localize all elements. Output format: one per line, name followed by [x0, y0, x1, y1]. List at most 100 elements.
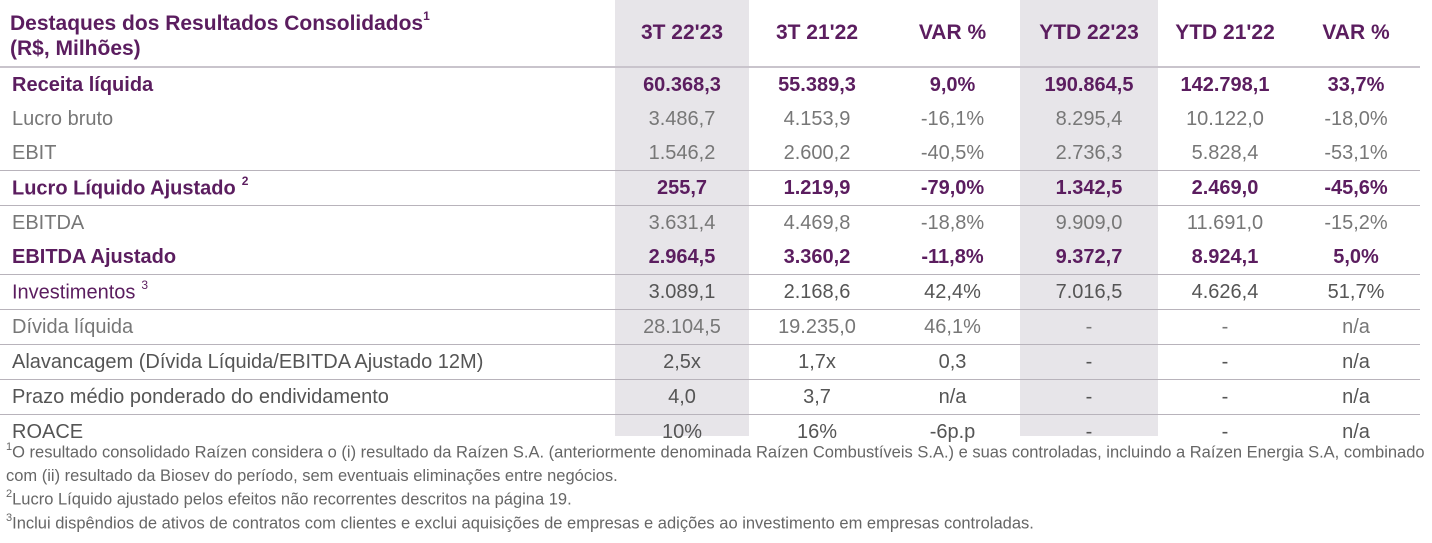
table-cell: 8.924,1 — [1158, 240, 1292, 275]
table-row: EBITDA Ajustado 2.964,5 3.360,2 -11,8% 9.372… — [0, 240, 1420, 275]
row-label: Dívida líquida — [0, 309, 615, 345]
table-cell: n/a — [885, 379, 1020, 415]
table-cell: 0,3 — [885, 344, 1020, 380]
table-cell: 2.469,0 — [1158, 170, 1292, 206]
column-header: YTD 22'23 — [1020, 0, 1158, 68]
table-cell: 3.360,2 — [749, 240, 885, 275]
table-cell: -16,1% — [920, 107, 985, 130]
row-label: EBIT — [0, 136, 615, 171]
table-cell: 16% — [796, 420, 838, 443]
table-cell: 3,7 — [749, 379, 885, 415]
table-cell: 2.168,6 — [749, 274, 885, 310]
table-cell: - — [1158, 309, 1292, 345]
table-cell: 10.122,0 — [1186, 107, 1264, 130]
table-cell: -18,0% — [1324, 107, 1388, 130]
row-label: EBITDA — [12, 211, 85, 234]
table-cell: 9.909,0 — [1055, 211, 1123, 234]
results-table: Destaques dos Resultados Consolidados1 (… — [0, 0, 1420, 450]
table-cell: 4,0 — [615, 379, 749, 415]
row-label: ROACE — [12, 420, 84, 443]
table-cell: 1.219,9 — [749, 170, 885, 206]
row-label: Lucro Líquido Ajustado 2 — [0, 170, 615, 206]
table-cell: 4.626,4 — [1158, 274, 1292, 310]
table-cell: 3.631,4 — [648, 211, 716, 234]
footnote-3: 3Inclui dispêndios de ativos de contrato… — [6, 512, 1034, 533]
table-row: ROACE 10% 16% -6p.p - - n/a — [0, 415, 1420, 450]
column-header: VAR % — [885, 0, 1020, 68]
table-row: EBITDA 3.631,4 4.469,8 -18,8% 9.909,0 11.691,… — [0, 206, 1420, 241]
table-row: Receita líquida 60.368,3 55.389,3 9,0% 190.8… — [0, 67, 1420, 102]
table-cell: -6p.p — [929, 420, 976, 443]
table-cell: -11,8% — [885, 240, 1020, 275]
table-cell: - — [1158, 344, 1292, 380]
table-cell: 28.104,5 — [615, 309, 749, 345]
table-cell: 55.389,3 — [778, 73, 856, 96]
table-cell: 2.964,5 — [615, 240, 749, 275]
table-cell: 255,7 — [615, 170, 749, 206]
table-cell: -15,2% — [1324, 211, 1388, 234]
row-label: Prazo médio ponderado do endividamento — [0, 379, 615, 415]
table-title: Destaques dos Resultados Consolidados1 (… — [0, 0, 615, 68]
table-header-row: Destaques dos Resultados Consolidados1 (… — [0, 0, 1420, 68]
table-cell: - — [1221, 420, 1229, 443]
column-header: 3T 22'23 — [615, 0, 749, 68]
table-row: Alavancagem (Dívida Líquida/EBITDA Ajust… — [0, 344, 1420, 380]
row-label: Receita líquida — [12, 73, 154, 96]
table-cell: 10% — [661, 420, 703, 443]
table-cell: 4.469,8 — [783, 211, 851, 234]
row-label: Lucro bruto — [12, 107, 114, 130]
table-row: Investimentos 3 3.089,1 2.168,6 42,4% 7.016,5… — [0, 274, 1420, 310]
footnote-1: 1O resultado consolidado Raízen consider… — [6, 441, 1425, 485]
table-cell: -40,5% — [885, 136, 1020, 171]
table-cell: 7.016,5 — [1020, 274, 1158, 310]
table-cell: 190.864,5 — [1044, 73, 1134, 96]
table-cell: - — [1085, 420, 1093, 443]
table-row: Prazo médio ponderado do endividamento 4,… — [0, 379, 1420, 415]
table-cell: n/a — [1292, 309, 1420, 345]
footnote-2: 2Lucro Líquido ajustado pelos efeitos nã… — [6, 488, 572, 509]
table-cell: 60.368,3 — [643, 73, 721, 96]
table-cell: 2.600,2 — [749, 136, 885, 171]
table-cell: 1.546,2 — [615, 136, 749, 171]
table-row: Dívida líquida 28.104,5 19.235,0 46,1% - - n/a — [0, 309, 1420, 345]
table-cell: 9,0% — [929, 73, 976, 96]
table-cell: 3.089,1 — [615, 274, 749, 310]
table-cell: 33,7% — [1327, 73, 1385, 96]
table-row: Lucro Líquido Ajustado 2 255,7 1.219,9 -79,0… — [0, 170, 1420, 206]
table-cell: - — [1020, 379, 1158, 415]
table-row: Lucro bruto 3.486,7 4.153,9 -16,1% 8.295,4 10… — [0, 102, 1420, 136]
table-cell: 4.153,9 — [783, 107, 851, 130]
row-label: Investimentos 3 — [0, 274, 615, 310]
table-cell: 46,1% — [885, 309, 1020, 345]
table-cell: 5,0% — [1292, 240, 1420, 275]
table-cell: 3.486,7 — [648, 107, 716, 130]
table-cell: -79,0% — [885, 170, 1020, 206]
table-row: EBIT 1.546,2 2.600,2 -40,5% 2.736,3 5.828,4 -5… — [0, 136, 1420, 171]
table-cell: - — [1020, 309, 1158, 345]
table-cell: 142.798,1 — [1180, 73, 1270, 96]
table-cell: 9.372,7 — [1020, 240, 1158, 275]
table-cell: -45,6% — [1292, 170, 1420, 206]
table-cell: 42,4% — [885, 274, 1020, 310]
table-cell: 51,7% — [1292, 274, 1420, 310]
table-cell: 11.691,0 — [1186, 211, 1264, 234]
table-cell: -53,1% — [1292, 136, 1420, 171]
column-header: VAR % — [1292, 0, 1420, 68]
table-cell: 1.342,5 — [1020, 170, 1158, 206]
table-cell: 8.295,4 — [1055, 107, 1123, 130]
row-label: Alavancagem (Dívida Líquida/EBITDA Ajust… — [0, 344, 615, 380]
table-cell: 19.235,0 — [749, 309, 885, 345]
table-cell: n/a — [1292, 379, 1420, 415]
column-header: 3T 21'22 — [749, 0, 885, 68]
row-label: EBITDA Ajustado — [0, 240, 615, 275]
table-cell: n/a — [1342, 420, 1370, 443]
column-header: YTD 21'22 — [1158, 0, 1292, 68]
table-cell: 1,7x — [749, 344, 885, 380]
table-cell: 2.736,3 — [1020, 136, 1158, 171]
table-cell: 5.828,4 — [1158, 136, 1292, 171]
table-cell: - — [1020, 344, 1158, 380]
table-cell: 2,5x — [615, 344, 749, 380]
table-cell: n/a — [1292, 344, 1420, 380]
table-cell: - — [1158, 379, 1292, 415]
